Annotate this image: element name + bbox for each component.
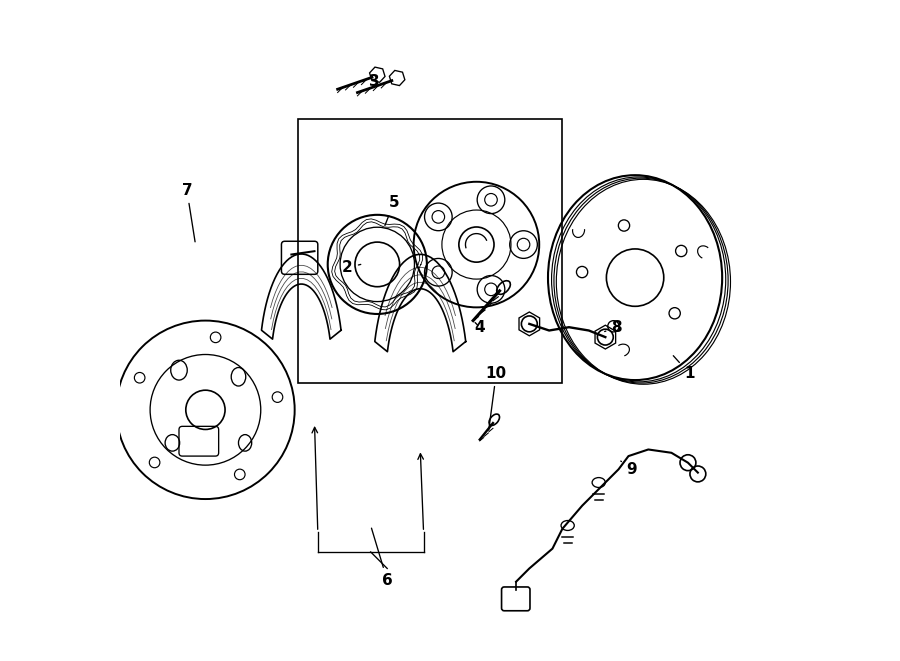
Text: 10: 10 [486,366,507,430]
Text: 4: 4 [474,320,485,334]
Bar [298,119,562,383]
Text: 3: 3 [361,74,379,89]
Text: 2: 2 [342,260,361,275]
Text: 6: 6 [372,528,392,588]
Text: 9: 9 [621,461,637,477]
Text: 7: 7 [182,183,195,242]
Text: 1: 1 [673,356,695,381]
Text: 8: 8 [605,320,622,334]
Text: 5: 5 [385,196,399,225]
